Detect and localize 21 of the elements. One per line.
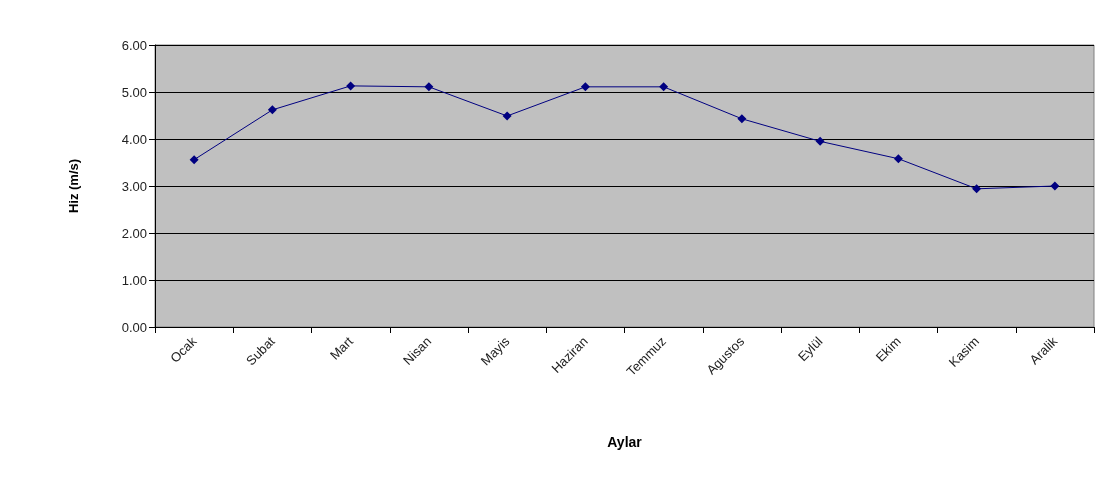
y-tick-label: 2.00 [121,225,147,241]
y-tick-label: 6.00 [121,37,147,53]
y-tick-label: 3.00 [121,178,147,194]
y-tick-label: 4.00 [121,131,147,147]
point [346,81,356,91]
point [893,154,903,164]
x-axis-title: Aylar [607,434,643,450]
point [1050,181,1060,191]
point [737,114,747,124]
point [815,136,825,146]
y-axis-title: Hiz (m/s) [66,158,81,214]
point [580,82,590,92]
y-tick-label: 5.00 [121,84,147,100]
point [972,184,982,194]
y-tick-label: 1.00 [121,272,147,288]
point [502,111,512,121]
y-tick-label: 0.00 [121,319,147,335]
point [424,82,434,92]
point [189,155,199,165]
point [267,105,277,115]
point [659,82,669,92]
